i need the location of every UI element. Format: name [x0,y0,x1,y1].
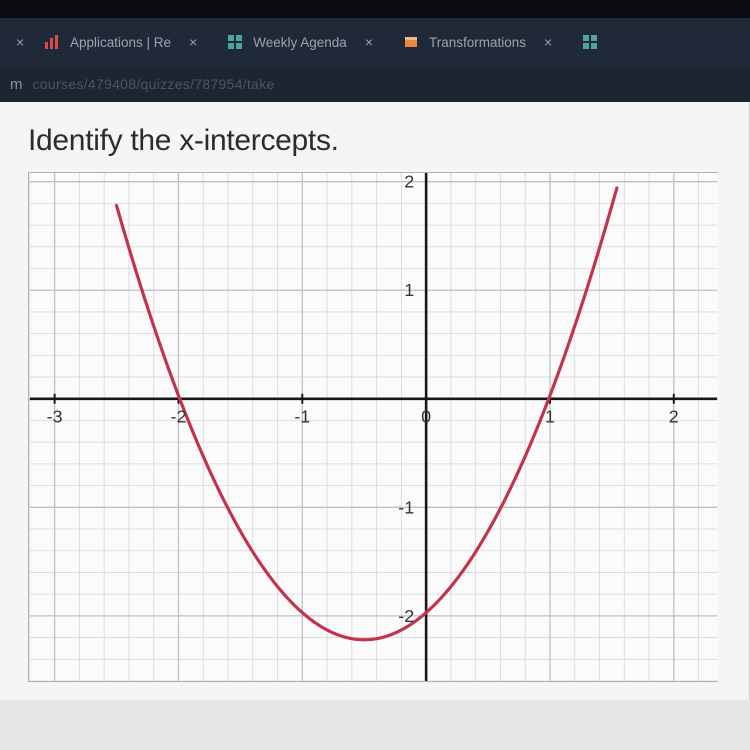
svg-text:-1: -1 [398,497,414,517]
svg-text:-1: -1 [294,407,310,427]
close-icon[interactable]: × [357,34,373,50]
question-title: Identify the x-intercepts. [28,124,721,158]
svg-text:-2: -2 [170,407,186,427]
svg-text:1: 1 [545,407,555,427]
tab-partial-left[interactable]: × [8,24,28,60]
page-content: Identify the x-intercepts. -3 -2 -1 0 1 2 -2 -1… [0,102,750,750]
svg-text:0: 0 [421,407,431,427]
close-icon[interactable]: × [181,34,197,50]
window-top-bar [0,0,750,18]
browser-tab-strip: × Applications | Re × Weekly Agenda × Tr… [0,18,750,66]
tab-weekly-agenda[interactable]: Weekly Agenda × [213,24,387,60]
tab-partial-right[interactable] [568,24,598,60]
svg-text:2: 2 [404,173,414,192]
close-icon[interactable]: × [536,34,552,50]
svg-text:2: 2 [669,407,679,427]
close-icon[interactable]: × [8,34,24,50]
chart-svg: -3 -2 -1 0 1 2 -2 -1 1 2 [29,173,718,681]
tab-label: Transformations [429,35,526,50]
tab-applications[interactable]: Applications | Re × [30,24,211,60]
tab-label: Applications | Re [70,35,171,50]
quiz-panel: Identify the x-intercepts. -3 -2 -1 0 1 2 -2 -1… [0,102,750,700]
url-host-suffix: m [10,76,33,93]
tab-transformations[interactable]: Transformations × [389,24,566,60]
address-bar[interactable]: m courses/479408/quizzes/787954/take [0,66,750,102]
square-icon [403,34,419,50]
svg-text:-2: -2 [398,606,414,626]
tab-label: Weekly Agenda [253,35,347,50]
grid-icon [582,34,598,50]
svg-text:-3: -3 [47,407,63,427]
grid-icon [227,34,243,50]
chart-parabola: -3 -2 -1 0 1 2 -2 -1 1 2 [28,172,718,682]
url-path: courses/479408/quizzes/787954/take [33,76,275,92]
bars-icon [44,34,60,50]
svg-text:1: 1 [404,280,414,300]
